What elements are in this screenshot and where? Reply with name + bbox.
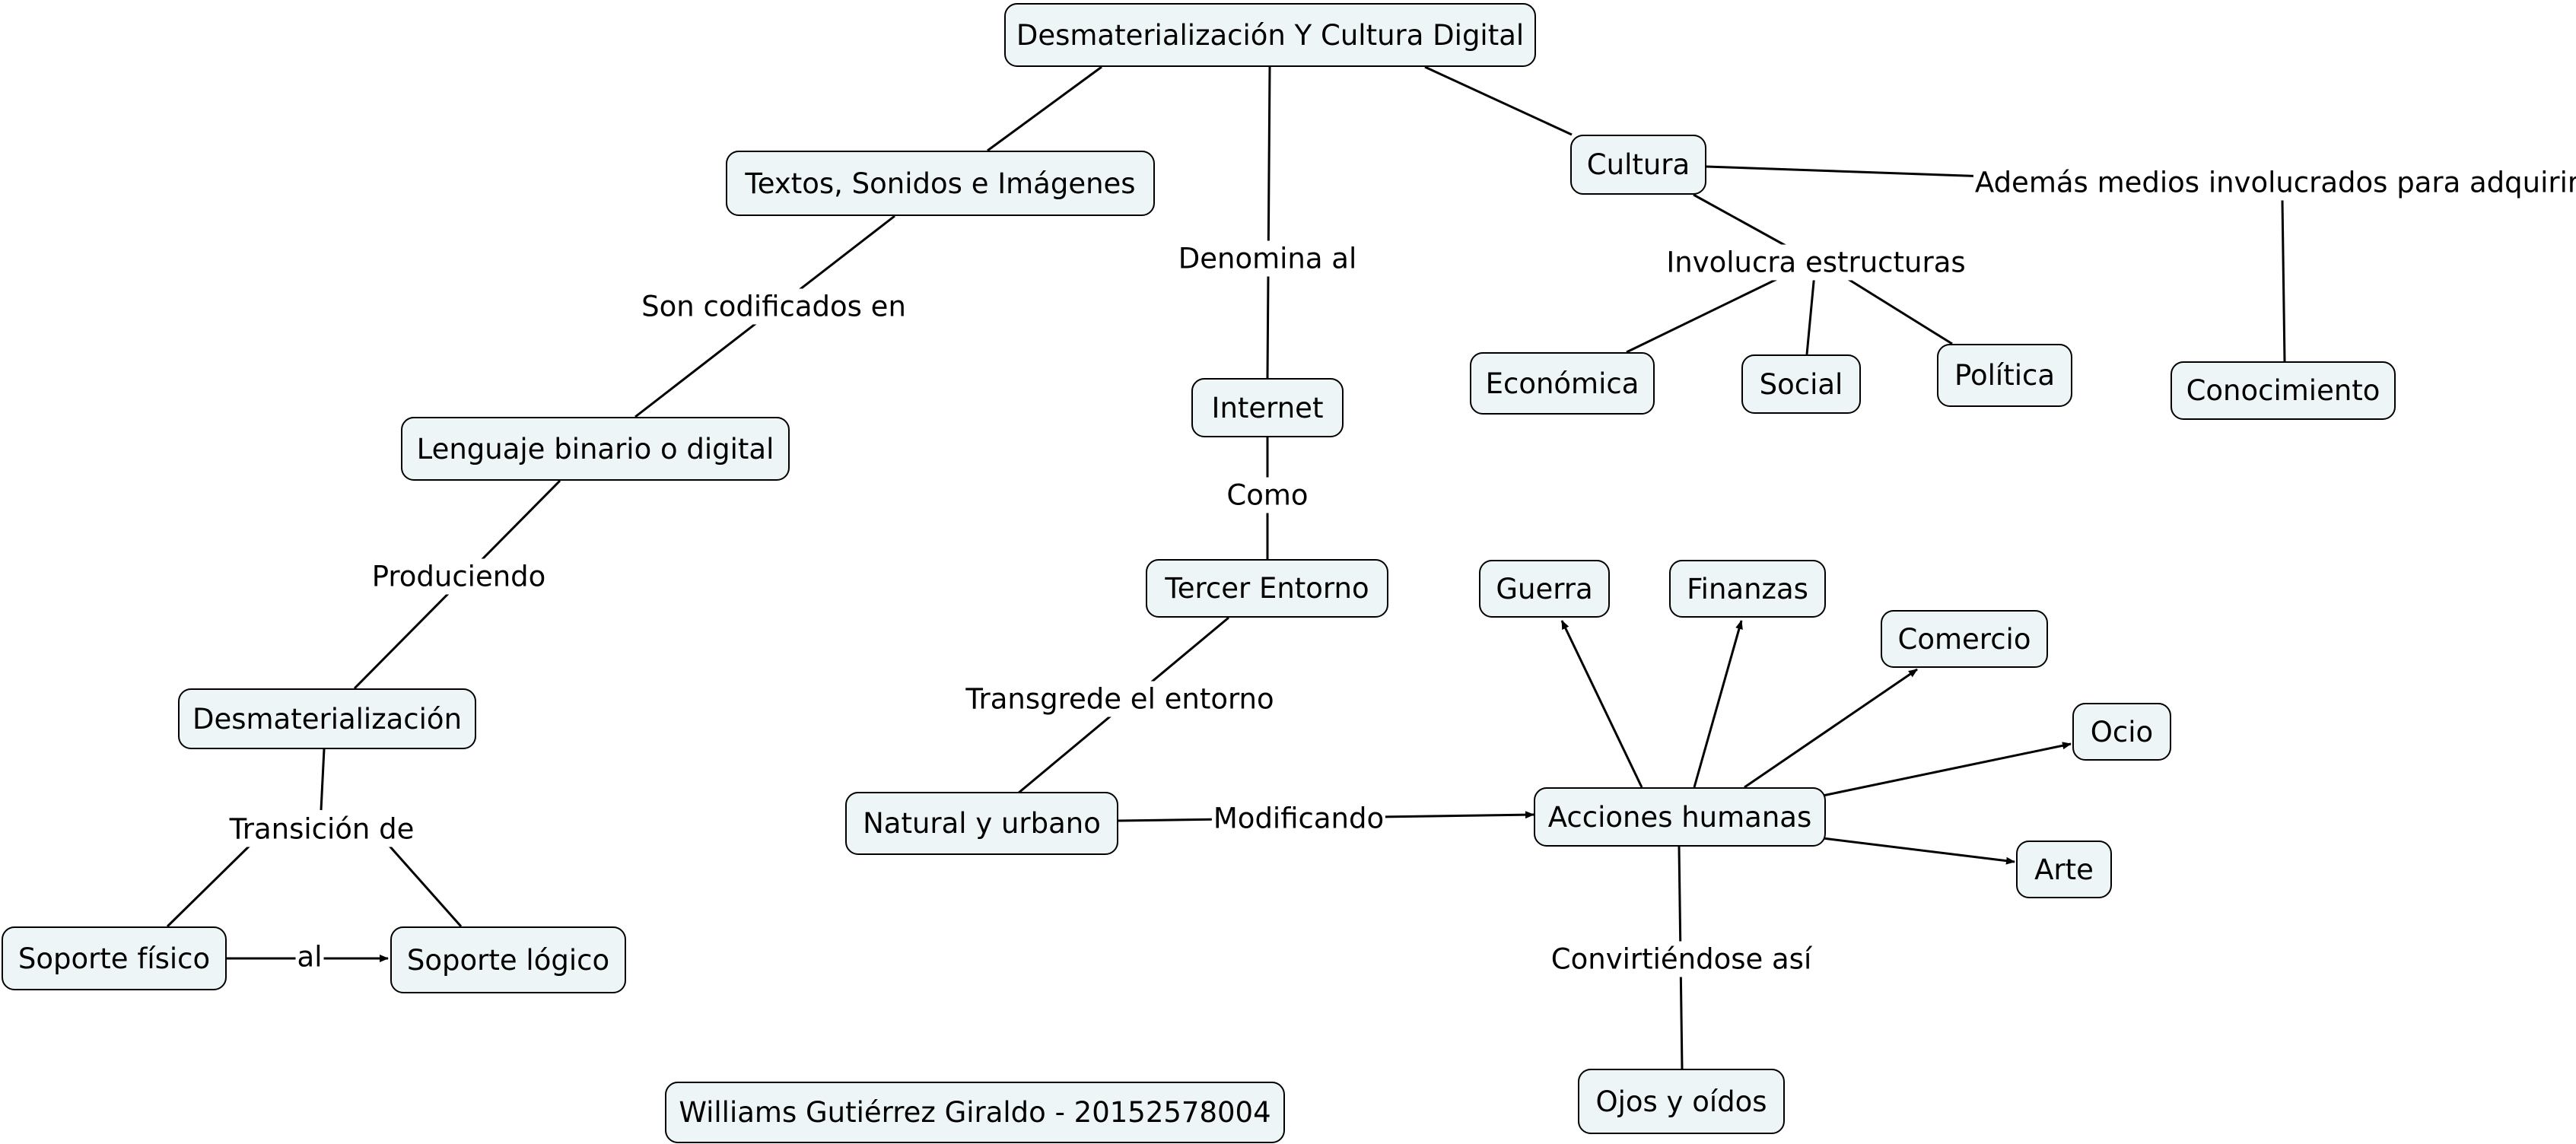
node-soporte-fisico[interactable]: Soporte físico [2,926,227,990]
node-cultura[interactable]: Cultura [1570,135,1706,195]
node-natural-urbano[interactable]: Natural y urbano [845,792,1118,855]
link-label-produciendo: Produciendo [370,558,548,595]
node-internet[interactable]: Internet [1191,378,1344,437]
link-label-modificando: Modificando [1211,800,1386,837]
edge-main-internet [1266,66,1271,379]
edge-involucra-politica [1839,272,1953,345]
edge-involucra-social [1805,273,1816,355]
node-textos-sonidos-imagenes[interactable]: Textos, Sonidos e Imágenes [726,151,1155,216]
edge-desmat-transicion [320,748,326,811]
edge-main-cultura [1424,65,1573,136]
edge-cultura-ademas [1706,165,1988,178]
node-desmaterializacion[interactable]: Desmaterialización [178,688,476,749]
link-label-denomina: Denomina al [1176,240,1359,277]
edge-acciones-arte [1822,837,2015,865]
node-conocimiento[interactable]: Conocimiento [2171,361,2396,420]
link-label-involucra: Involucra estructuras [1665,244,1967,281]
link-label-transgrede: Transgrede el entorno [964,681,1276,717]
edge-acciones-guerra [1560,620,1643,788]
node-tercer-entorno[interactable]: Tercer Entorno [1146,559,1388,618]
link-label-transicion: Transición de [227,811,416,847]
node-guerra[interactable]: Guerra [1479,560,1610,618]
node-ocio[interactable]: Ocio [2072,703,2171,761]
node-comercio[interactable]: Comercio [1881,610,2048,668]
link-label-son-codificados: Son codificados en [640,288,908,325]
edge-transicion-fisico [166,843,253,928]
node-author[interactable]: Williams Gutiérrez Giraldo - 20152578004 [665,1082,1285,1143]
link-label-ademas: Además medios involucrados para adquirir [1973,164,2576,201]
link-label-al: al [295,939,324,975]
edge-acciones-comercio [1744,668,1918,789]
node-ojos-oidos[interactable]: Ojos y oídos [1578,1069,1785,1134]
node-acciones-humanas[interactable]: Acciones humanas [1534,787,1826,847]
link-label-como: Como [1225,477,1310,513]
node-main-topic[interactable]: Desmaterialización Y Cultura Digital [1004,3,1536,67]
node-lenguaje-binario[interactable]: Lenguaje binario o digital [401,417,790,481]
link-label-convirtiendose: Convirtiéndose así [1549,941,1814,977]
edge-cultura-involucra [1693,193,1796,253]
edge-transicion-logico [386,844,463,927]
edge-acciones-ocio [1822,742,2072,797]
edge-acciones-finanzas [1693,620,1743,788]
edge-main-textos [987,65,1102,152]
node-social[interactable]: Social [1741,354,1861,414]
node-finanzas[interactable]: Finanzas [1669,560,1826,618]
node-economica[interactable]: Económica [1470,352,1655,415]
node-politica[interactable]: Política [1937,344,2072,407]
node-soporte-logico[interactable]: Soporte lógico [390,926,626,993]
edge-involucra-economica [1626,272,1789,354]
node-arte[interactable]: Arte [2016,841,2112,898]
edge-ademas-conocimiento [2281,199,2286,362]
